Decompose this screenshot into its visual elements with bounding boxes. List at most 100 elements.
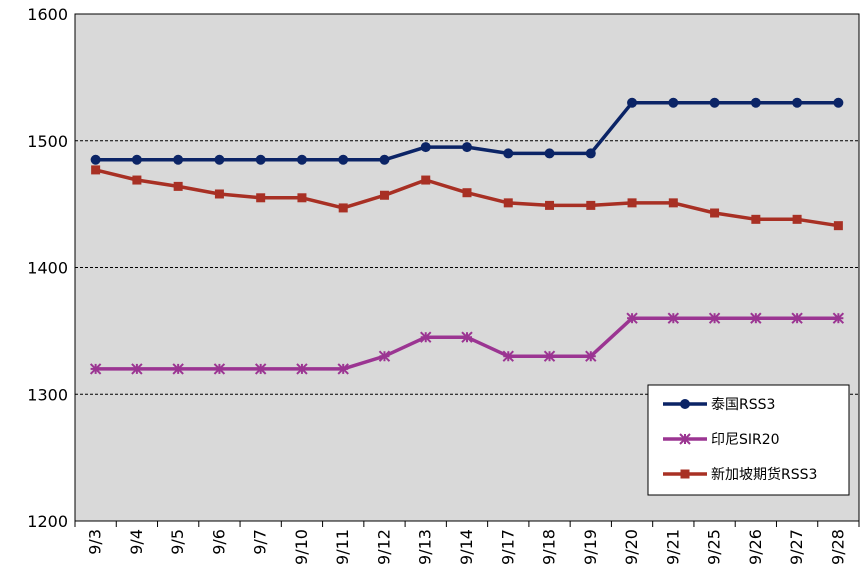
data-point: [337, 363, 349, 375]
data-point: [254, 363, 267, 375]
data-point: [750, 312, 762, 324]
data-point: [751, 214, 761, 224]
data-point: [543, 350, 556, 362]
y-tick-label: 1500: [27, 132, 68, 151]
legend-label: 泰国RSS3: [711, 397, 775, 413]
x-tick-label: 9/3: [86, 529, 105, 555]
data-point: [172, 363, 184, 375]
data-point: [832, 312, 845, 324]
y-tick-label: 1300: [27, 385, 68, 404]
legend-item: 新加坡期货RSS3: [663, 466, 817, 483]
gridlines: [75, 140, 859, 395]
x-tick-label: 9/28: [828, 529, 847, 565]
series-3: [91, 165, 843, 231]
data-point: [255, 154, 266, 165]
legend-item: 泰国RSS3: [663, 397, 775, 413]
data-point: [296, 363, 308, 375]
x-tick-label: 9/27: [787, 529, 806, 565]
data-point: [710, 208, 720, 218]
data-point: [173, 154, 184, 165]
x-tick-label: 9/14: [457, 529, 476, 565]
x-tick-label: 9/5: [168, 529, 187, 555]
data-point: [131, 154, 142, 165]
data-point: [462, 142, 472, 153]
data-point: [544, 148, 555, 159]
data-point: [627, 198, 637, 208]
data-point: [338, 203, 348, 213]
y-tick-label: 1200: [27, 512, 68, 531]
data-point: [750, 97, 761, 108]
data-point: [668, 198, 678, 208]
data-point: [378, 350, 391, 362]
data-point: [338, 154, 349, 165]
y-tick-label: 1400: [27, 259, 68, 278]
data-point: [792, 97, 803, 108]
plot-border: [74, 13, 860, 522]
data-point: [89, 363, 102, 375]
data-point: [626, 312, 638, 324]
x-tick-label: 9/7: [251, 529, 270, 555]
data-point: [379, 154, 390, 165]
data-point: [256, 193, 266, 203]
data-point: [668, 97, 679, 108]
y-tick-label: 1600: [27, 5, 68, 24]
data-point: [708, 312, 721, 324]
x-tick-label: 9/18: [540, 529, 559, 565]
data-point: [91, 165, 101, 175]
x-tick-label: 9/25: [705, 529, 724, 565]
x-tick-label: 9/11: [333, 529, 352, 565]
data-point: [296, 154, 307, 165]
data-point: [792, 214, 802, 224]
x-tick-label: 9/12: [374, 529, 393, 565]
x-tick-label: 9/21: [663, 529, 682, 565]
data-point: [132, 175, 142, 185]
data-point: [213, 363, 226, 375]
data-point: [585, 148, 596, 159]
data-point: [833, 97, 844, 108]
series-1: [90, 97, 844, 165]
data-point: [214, 154, 225, 165]
x-axis: 9/3 9/4 9/5 9/6 9/7 9/10 9/11 9/12 9/13 9/14 9/17 9…: [74, 521, 860, 565]
x-tick-label: 9/20: [622, 529, 641, 565]
x-tick-label: 9/4: [127, 529, 146, 555]
x-tick-label: 9/13: [416, 529, 435, 565]
x-tick-label: 9/10: [292, 529, 311, 565]
x-tick-label: 9/17: [498, 529, 517, 565]
data-point: [214, 189, 224, 199]
data-point: [791, 312, 803, 324]
legend-marker: [680, 399, 690, 409]
data-point: [545, 200, 555, 210]
data-point: [502, 350, 514, 362]
x-tick-label: 9/26: [746, 529, 765, 565]
data-point: [709, 97, 720, 108]
data-point: [420, 142, 431, 153]
data-point: [667, 312, 680, 324]
data-point: [833, 221, 843, 231]
x-tick-label: 9/6: [209, 529, 228, 555]
data-point: [90, 154, 101, 165]
data-point: [585, 350, 597, 362]
legend-item: 印尼SIR20: [663, 432, 780, 448]
data-point: [503, 198, 513, 208]
data-point: [379, 190, 389, 200]
data-point: [461, 331, 473, 343]
series-2: [89, 312, 845, 375]
legend-marker: [680, 469, 690, 479]
data-point: [627, 97, 638, 108]
data-point: [421, 175, 431, 185]
legend: 泰国RSS3 印尼SIR20 新加坡期货RSS3: [647, 384, 850, 496]
data-point: [131, 363, 143, 375]
legend-marker: [679, 433, 691, 445]
data-point: [173, 181, 183, 191]
x-tick-label: 9/19: [581, 529, 600, 565]
data-point: [297, 193, 307, 203]
data-point: [586, 200, 596, 210]
data-point: [462, 188, 472, 198]
data-point: [503, 148, 514, 159]
data-point: [420, 331, 432, 343]
y-axis: 1200 1300 1400 1500 1600: [27, 5, 68, 531]
series-layer: [89, 97, 845, 375]
legend-label: 印尼SIR20: [711, 432, 780, 448]
